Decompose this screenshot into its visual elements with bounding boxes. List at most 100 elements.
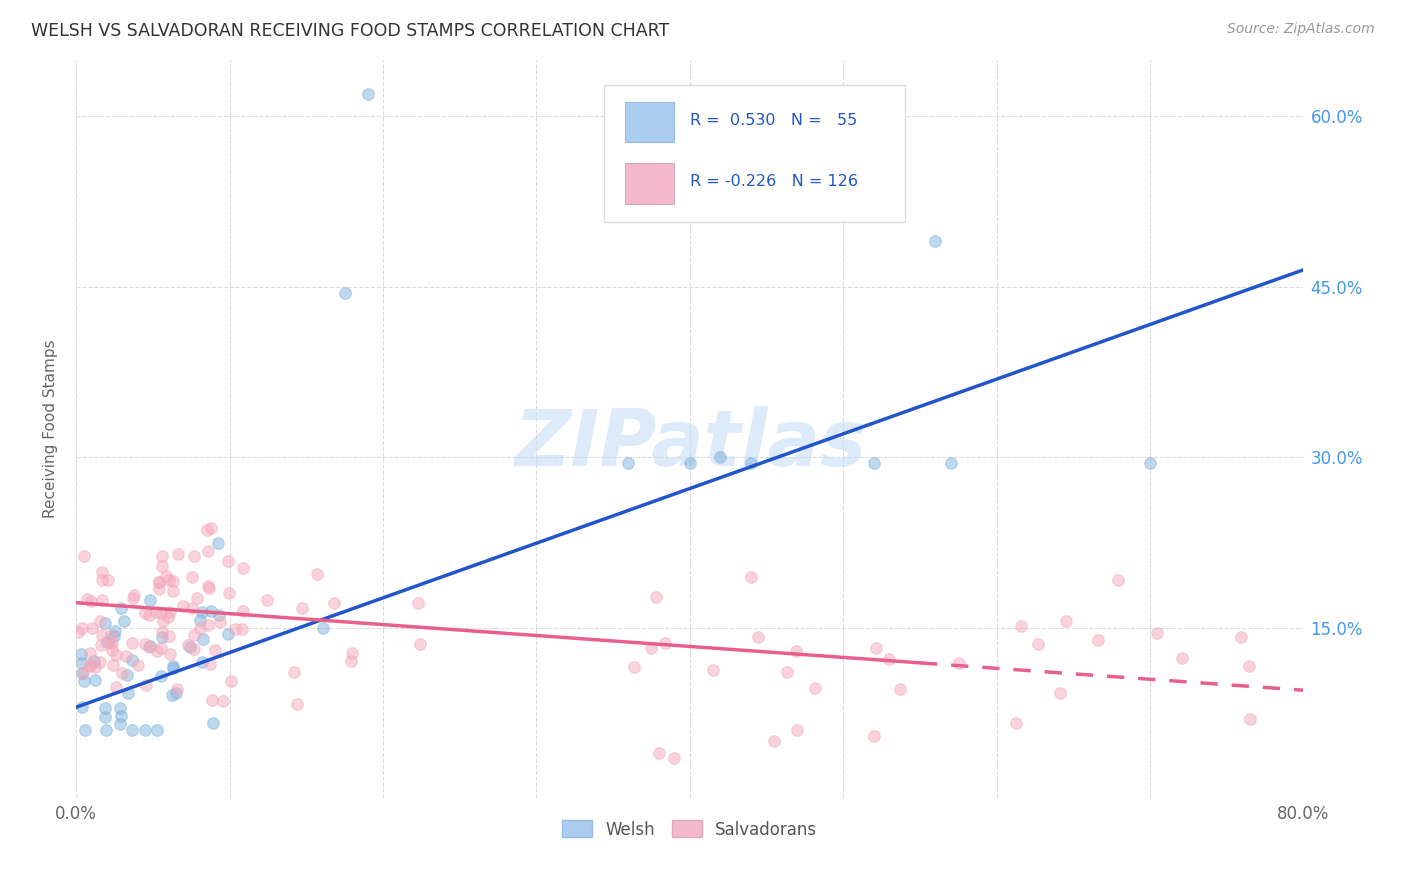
Point — [188, 622, 211, 636]
Point — [1146, 626, 1168, 640]
Point — [150, 606, 173, 620]
Point — [763, 734, 786, 748]
Point — [702, 663, 724, 677]
Point — [256, 592, 278, 607]
FancyBboxPatch shape — [624, 102, 673, 143]
Point — [166, 681, 188, 696]
Point — [1230, 630, 1253, 644]
Point — [356, 87, 378, 101]
Point — [197, 579, 219, 593]
Point — [148, 575, 170, 590]
Point — [79, 594, 101, 608]
Point — [212, 694, 235, 708]
Point — [679, 456, 702, 470]
Point — [224, 623, 246, 637]
Point — [183, 549, 205, 564]
Point — [134, 678, 156, 692]
Point — [94, 616, 117, 631]
Point — [148, 582, 170, 596]
Point — [134, 606, 156, 620]
Point — [232, 560, 254, 574]
Point — [103, 658, 125, 673]
Point — [91, 565, 114, 579]
Point — [195, 523, 218, 537]
Point — [166, 547, 188, 561]
Point — [183, 628, 205, 642]
Point — [73, 673, 96, 688]
Point — [191, 632, 214, 647]
Y-axis label: Receiving Food Stamps: Receiving Food Stamps — [44, 340, 58, 518]
Point — [73, 549, 96, 563]
Point — [219, 673, 242, 688]
Point — [188, 613, 211, 627]
Point — [654, 636, 676, 650]
Point — [200, 604, 222, 618]
Point — [172, 599, 194, 614]
Point — [121, 636, 143, 650]
Point — [1107, 574, 1129, 588]
Point — [1049, 686, 1071, 700]
Point — [115, 668, 138, 682]
Point — [96, 573, 118, 587]
Point — [162, 659, 184, 673]
Point — [150, 625, 173, 640]
Point — [179, 640, 201, 655]
Point — [80, 621, 103, 635]
Point — [1171, 650, 1194, 665]
Point — [709, 450, 731, 465]
Point — [406, 596, 429, 610]
Point — [150, 630, 173, 644]
Point — [89, 614, 111, 628]
Point — [150, 668, 173, 682]
Text: R = -0.226   N = 126: R = -0.226 N = 126 — [690, 174, 858, 189]
Point — [322, 596, 344, 610]
Point — [105, 680, 128, 694]
Point — [156, 610, 179, 624]
Point — [312, 621, 335, 635]
Point — [127, 658, 149, 673]
Point — [1010, 619, 1032, 633]
Point — [198, 657, 221, 671]
Point — [104, 624, 127, 638]
Point — [207, 608, 229, 623]
Point — [664, 751, 686, 765]
Point — [84, 660, 107, 674]
Point — [96, 635, 118, 649]
Point — [197, 544, 219, 558]
Point — [287, 697, 309, 711]
Point — [231, 622, 253, 636]
Point — [89, 655, 111, 669]
Point — [804, 681, 827, 696]
Point — [340, 654, 363, 668]
Point — [180, 570, 202, 584]
Point — [139, 639, 162, 653]
Point — [112, 615, 135, 629]
Point — [98, 636, 121, 650]
Point — [776, 665, 799, 679]
Point — [183, 642, 205, 657]
Point — [83, 654, 105, 668]
Point — [204, 643, 226, 657]
Legend: Welsh, Salvadorans: Welsh, Salvadorans — [555, 814, 824, 846]
Point — [150, 641, 173, 656]
Point — [176, 638, 198, 652]
Point — [100, 627, 122, 641]
Point — [79, 658, 101, 673]
Point — [747, 630, 769, 644]
Point — [110, 709, 132, 723]
FancyBboxPatch shape — [605, 86, 904, 222]
Point — [1026, 636, 1049, 650]
Point — [200, 521, 222, 535]
Point — [1005, 715, 1028, 730]
Point — [146, 644, 169, 658]
Point — [1237, 659, 1260, 673]
Point — [134, 723, 156, 737]
Point — [307, 566, 329, 581]
Point — [740, 456, 762, 470]
Point — [408, 637, 430, 651]
Point — [232, 604, 254, 618]
Point — [1239, 712, 1261, 726]
Point — [145, 606, 167, 620]
Point — [70, 621, 93, 635]
Point — [121, 653, 143, 667]
